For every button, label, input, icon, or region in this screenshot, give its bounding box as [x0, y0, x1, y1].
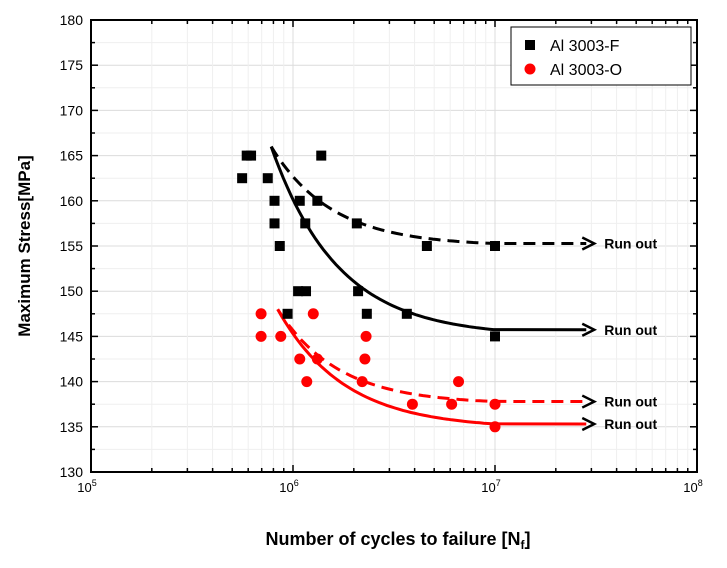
data-point-circle: [301, 376, 313, 388]
fit-curves: Run out Run out Run out Run out: [269, 145, 657, 432]
run-out-label: Run out: [604, 416, 657, 432]
data-point-circle: [406, 398, 418, 410]
y-tick-label: 150: [60, 283, 84, 299]
data-point-circle: [255, 308, 267, 320]
data-points: [237, 150, 501, 433]
data-point-square: [274, 241, 285, 251]
y-tick-label: 165: [60, 148, 84, 164]
data-point-square: [269, 218, 280, 229]
x-tick-label: 108: [683, 478, 702, 495]
data-point-circle: [275, 330, 287, 342]
x-axis-label: Number of cycles to failure [Nf]: [265, 529, 530, 552]
data-point-square: [490, 331, 500, 342]
run-out-label: Run out: [604, 322, 657, 338]
y-axis-label: Maximum Stress[MPa]: [15, 155, 34, 336]
data-point-square: [294, 195, 305, 206]
data-point-square: [361, 308, 372, 319]
y-tick-label: 175: [60, 57, 84, 73]
arrow-head-icon: [581, 416, 598, 432]
data-point-square: [490, 241, 500, 251]
x-tick-label: 107: [481, 478, 500, 495]
axis-ticks: 130 135 140 145 150 155 160 165 170 175 180 105 106 1…: [60, 12, 703, 495]
data-point-circle: [307, 308, 319, 320]
legend-box: [510, 26, 692, 86]
data-point-square: [301, 286, 312, 297]
legend-label: Al 3003-F: [550, 38, 620, 55]
data-point-square: [353, 286, 364, 297]
arrow-head-icon: [581, 394, 598, 409]
data-point-circle: [489, 421, 501, 433]
data-point-square: [237, 173, 248, 184]
data-point-square: [293, 286, 304, 297]
data-point-square: [282, 308, 293, 319]
y-tick-label: 155: [60, 238, 84, 254]
y-tick-label: 160: [60, 193, 84, 209]
data-point-square: [269, 195, 280, 206]
data-point-circle: [294, 353, 306, 365]
data-point-circle: [360, 330, 372, 342]
data-point-square: [421, 241, 432, 251]
data-point-circle: [446, 398, 458, 410]
data-point-circle: [453, 376, 465, 388]
y-tick-label: 130: [60, 464, 84, 480]
run-out-label: Run out: [604, 394, 657, 410]
legend-label: Al 3003-O: [550, 62, 622, 79]
arrow-head-icon: [581, 322, 598, 337]
y-tick-label: 145: [60, 328, 84, 344]
data-point-circle: [356, 376, 368, 388]
x-tick-label: 106: [279, 478, 298, 495]
legend-marker-square: [525, 40, 535, 50]
y-tick-label: 170: [60, 102, 84, 118]
fit-curve: [269, 145, 587, 246]
data-point-square: [316, 150, 327, 161]
data-point-circle: [489, 398, 501, 410]
y-tick-label: 180: [60, 12, 84, 28]
fit-curve: [276, 308, 587, 404]
data-point-square: [300, 218, 311, 229]
data-point-circle: [311, 353, 323, 365]
fit-curve: [269, 146, 587, 332]
data-point-circle: [255, 330, 267, 342]
fit-curve: [276, 308, 587, 426]
y-tick-label: 140: [60, 374, 84, 390]
data-point-square: [401, 308, 412, 319]
data-point-circle: [359, 353, 371, 365]
data-point-square: [351, 218, 362, 229]
grid: [90, 19, 697, 473]
data-point-square: [312, 195, 323, 206]
run-out-label: Run out: [604, 236, 657, 252]
y-tick-label: 135: [60, 419, 84, 435]
legend-marker-circle: [524, 63, 536, 75]
data-point-square: [246, 150, 257, 161]
data-point-square: [262, 173, 273, 184]
arrow-head-icon: [581, 236, 598, 251]
legend: Al 3003-F Al 3003-O: [510, 26, 692, 86]
x-tick-label: 105: [77, 478, 96, 495]
